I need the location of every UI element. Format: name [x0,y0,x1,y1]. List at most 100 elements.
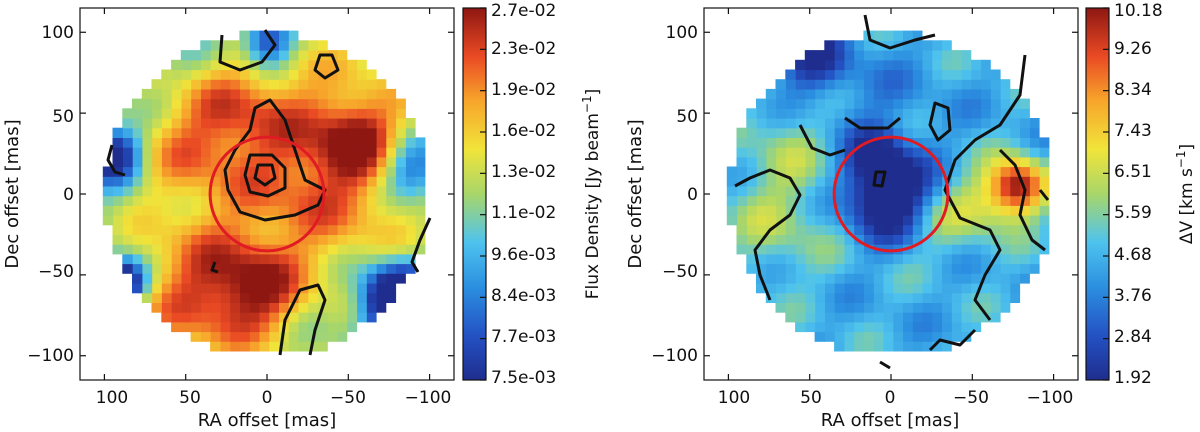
heatmap-cell [307,312,319,323]
heatmap-cell [892,69,903,80]
heatmap-cell [951,321,962,333]
heatmap-cell [200,156,211,168]
heatmap-cell [960,283,972,294]
heatmap-cell [102,205,114,216]
heatmap-cell [941,312,952,323]
heatmap-cell [190,98,201,109]
heatmap-cell [249,205,260,216]
heatmap-cell [317,244,328,255]
heatmap-cell [853,185,864,197]
heatmap-cell [210,185,221,197]
heatmap-cell [395,215,406,226]
heatmap-cell [1029,263,1040,274]
heatmap-cell [873,263,884,274]
heatmap-cell [853,321,864,333]
heatmap-cell [336,108,348,119]
heatmap-cell [317,341,328,352]
heatmap-cell [219,312,231,323]
heatmap-cell [141,205,153,216]
heatmap-cell [268,224,279,235]
heatmap-cell [346,98,358,109]
heatmap-cell [951,234,962,245]
heatmap-cell [795,69,806,80]
heatmap-cell [190,302,201,313]
heatmap-cell [171,244,182,255]
heatmap-cell [366,195,377,206]
heatmap-cell [278,341,289,352]
heatmap-cell [141,215,153,226]
heatmap-cell [327,244,338,255]
heatmap-cell [385,244,397,255]
heatmap-cell [219,127,231,138]
heatmap-cell [951,98,962,109]
heatmap-cell [317,88,328,100]
heatmap-cell [785,108,796,119]
heatmap-cell [1009,205,1021,216]
heatmap-cell [941,253,952,265]
heatmap-cell [775,98,786,109]
heatmap-cell [210,88,221,100]
heatmap-cell [795,185,806,197]
heatmap-cell [775,108,786,119]
heatmap-cell [122,156,133,168]
heatmap-cell [122,185,133,197]
heatmap-cell [999,137,1011,148]
heatmap-cell [327,224,338,235]
heatmap-cell [356,108,367,119]
heatmap-cell [804,69,816,80]
heatmap-cell [756,127,767,138]
heatmap-cell [1009,108,1021,119]
heatmap-cell [931,50,943,61]
heatmap-cell [814,127,825,138]
heatmap-cell [824,40,835,51]
heatmap-cell [229,253,240,265]
colorbar-tick-label: 9.26 [1114,39,1152,59]
heatmap-cell [239,176,250,187]
heatmap-cell [931,331,943,342]
heatmap-cell [726,176,738,187]
contour-line [1038,189,1050,201]
heatmap-cell [726,166,738,177]
heatmap-cell [385,253,397,265]
heatmap-cell [132,98,143,109]
heatmap-cell [902,59,913,71]
heatmap-cell [405,176,416,187]
heatmap-cell [921,263,933,274]
heatmap-cell [912,263,923,274]
colorbar-tick-label: 7.7e-03 [491,327,556,347]
heatmap-cell [902,263,913,274]
heatmap-cell [902,137,913,148]
heatmap-cell [200,50,211,61]
heatmap-cell [941,69,952,80]
heatmap-cell [171,79,182,90]
heatmap-cell [746,176,757,187]
heatmap-cell [239,127,250,138]
heatmap-cell [336,253,348,265]
heatmap-cell [307,127,319,138]
heatmap-cell [960,127,972,138]
heatmap-cell [200,40,211,51]
heatmap-cell [190,59,201,71]
heatmap-cell [951,302,962,313]
heatmap-cell [375,79,387,90]
heatmap-cell [171,127,182,138]
contour-line [998,148,1046,252]
heatmap-cell [258,108,270,119]
heatmap-cell [327,108,338,119]
heatmap-cell [258,331,270,342]
heatmap-cell [882,156,894,168]
heatmap-cell [132,205,143,216]
heatmap-cell [921,321,933,333]
heatmap-cell [990,147,1001,158]
heatmap-cell [190,137,201,148]
heatmap-cell [746,195,757,206]
heatmap-cell [775,118,786,129]
heatmap-cell [765,253,777,265]
heatmap-cell [853,263,864,274]
heatmap-cell [951,127,962,138]
heatmap-cell [785,166,796,177]
heatmap-cell [892,59,903,71]
heatmap-cell [853,331,864,342]
heatmap-cell [746,185,757,197]
heatmap-cell [405,137,416,148]
